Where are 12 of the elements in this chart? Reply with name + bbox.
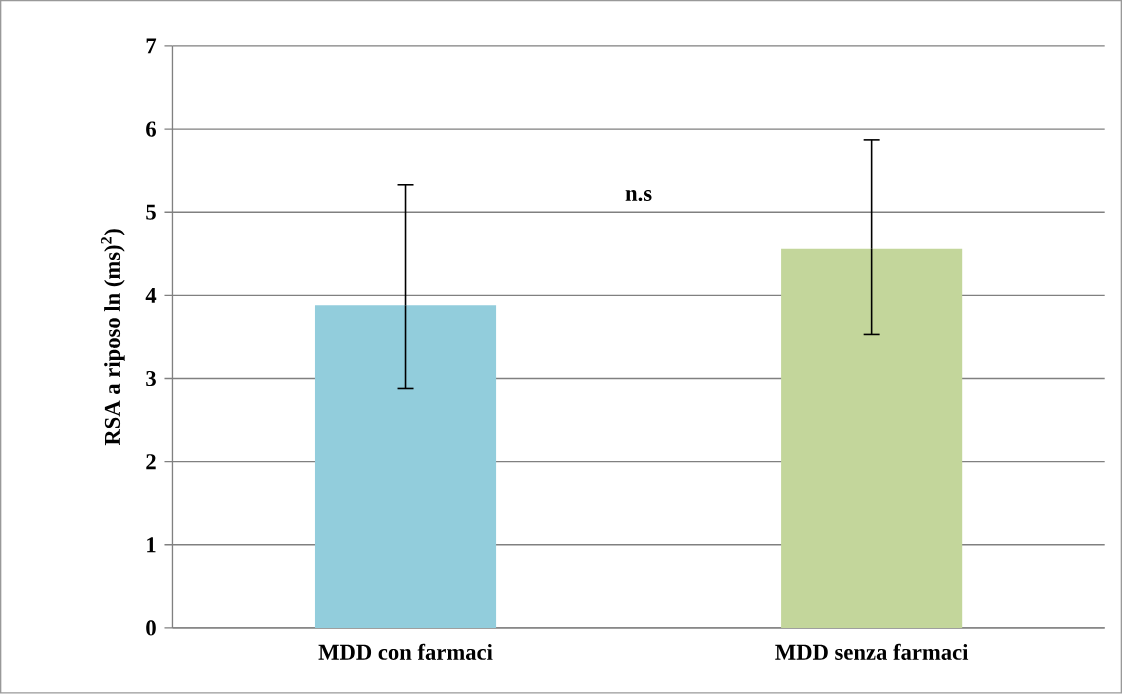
y-tick-label: 7 bbox=[146, 38, 157, 54]
x-tick-label: MDD con farmaci bbox=[318, 643, 493, 661]
y-tick-label: 0 bbox=[146, 620, 156, 636]
annotation: n.s bbox=[625, 190, 652, 202]
y-tick-label: 3 bbox=[146, 371, 156, 387]
y-tick-label: 2 bbox=[146, 454, 156, 470]
y-axis-title: RSA a riposo ln (ms)$^{2}$) bbox=[100, 229, 125, 446]
y-tick-label: 5 bbox=[146, 204, 156, 220]
y-tick-label: 4 bbox=[145, 288, 157, 304]
y-tick-label: 6 bbox=[146, 121, 156, 137]
x-tick-label: MDD senza farmaci bbox=[775, 643, 969, 661]
y-tick-label: 1 bbox=[147, 537, 156, 553]
